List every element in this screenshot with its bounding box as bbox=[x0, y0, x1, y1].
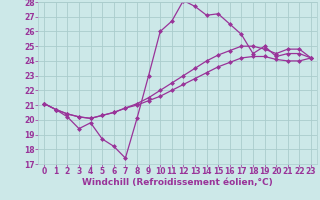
X-axis label: Windchill (Refroidissement éolien,°C): Windchill (Refroidissement éolien,°C) bbox=[82, 178, 273, 187]
